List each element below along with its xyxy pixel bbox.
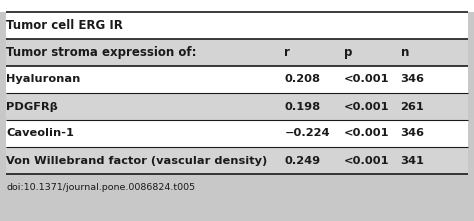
Bar	[6, 12, 468, 39]
Text: <0.001: <0.001	[344, 74, 389, 84]
Text: <0.001: <0.001	[344, 101, 389, 112]
Text: 0.249: 0.249	[284, 156, 320, 166]
Bar	[6, 147, 468, 174]
Bar	[0, 0, 474, 12]
Text: 346: 346	[401, 128, 425, 139]
Text: 0.198: 0.198	[284, 101, 320, 112]
Bar	[6, 120, 468, 147]
Bar	[6, 93, 468, 120]
Text: Caveolin-1: Caveolin-1	[6, 128, 74, 139]
Text: 346: 346	[401, 74, 425, 84]
Text: Hyaluronan: Hyaluronan	[6, 74, 81, 84]
Text: 0.208: 0.208	[284, 74, 320, 84]
Text: p: p	[344, 46, 352, 59]
Text: <0.001: <0.001	[344, 156, 389, 166]
Text: r: r	[284, 46, 290, 59]
Text: 261: 261	[401, 101, 424, 112]
Text: <0.001: <0.001	[344, 128, 389, 139]
Text: n: n	[401, 46, 409, 59]
Text: doi:10.1371/journal.pone.0086824.t005: doi:10.1371/journal.pone.0086824.t005	[6, 183, 195, 192]
Text: 341: 341	[401, 156, 424, 166]
Text: Von Willebrand factor (vascular density): Von Willebrand factor (vascular density)	[6, 156, 267, 166]
Text: −0.224: −0.224	[284, 128, 330, 139]
Text: Tumor stroma expression of:: Tumor stroma expression of:	[6, 46, 197, 59]
Bar	[6, 66, 468, 93]
Text: Tumor cell ERG IR: Tumor cell ERG IR	[6, 19, 123, 32]
Bar	[6, 39, 468, 66]
Text: PDGFRβ: PDGFRβ	[6, 101, 58, 112]
